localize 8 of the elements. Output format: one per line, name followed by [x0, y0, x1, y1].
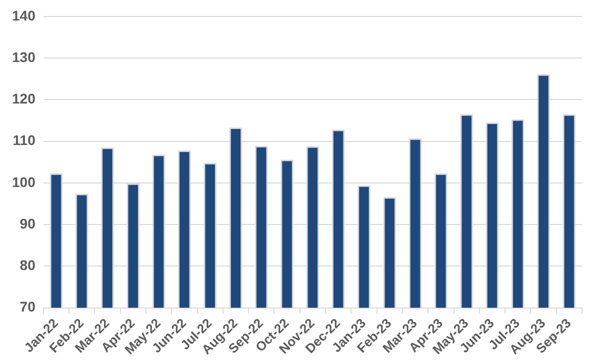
- y-tick-label: 90: [20, 215, 36, 232]
- y-tick-label: 100: [12, 174, 36, 190]
- y-tick-label: 130: [12, 48, 36, 65]
- y-tick-label: 110: [12, 132, 36, 148]
- y-tick-label: 120: [12, 90, 36, 107]
- y-tick-label: 140: [12, 7, 36, 24]
- y-tick-label: 80: [20, 257, 36, 274]
- y-tick-label: 70: [20, 298, 36, 315]
